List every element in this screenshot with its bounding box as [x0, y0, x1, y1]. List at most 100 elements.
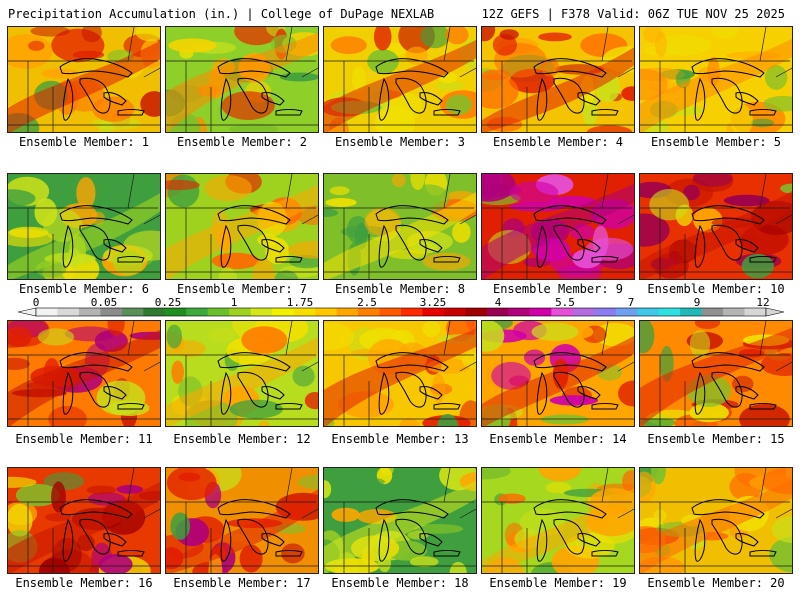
- precip-band: [324, 480, 476, 573]
- precip-contour: [330, 36, 367, 55]
- great-lakes-outline: [691, 352, 777, 415]
- colorbar-swatch: [229, 308, 252, 316]
- precip-contour: [642, 27, 663, 43]
- precip-contour: [48, 405, 87, 426]
- ensemble-panel-8: [323, 173, 477, 280]
- ensemble-panel-2: [165, 26, 319, 133]
- precip-map-11: [8, 321, 160, 426]
- state-borders: [8, 27, 160, 132]
- colorbar-swatch: [744, 308, 767, 316]
- precip-contour: [760, 353, 792, 376]
- state-borders: [324, 321, 476, 426]
- great-lakes-outline: [59, 352, 145, 415]
- precip-contour: [241, 326, 288, 354]
- colorbar-swatch: [615, 308, 638, 316]
- precip-contour: [409, 556, 439, 568]
- precip-contour: [72, 50, 105, 60]
- precip-contour: [218, 267, 237, 279]
- precip-contour: [497, 493, 526, 504]
- colorbar-swatch: [422, 308, 445, 316]
- precip-contour: [446, 94, 472, 115]
- precip-map-5: [640, 27, 792, 132]
- great-lakes-outline: [375, 205, 461, 268]
- precip-contour: [258, 420, 271, 426]
- ensemble-member-label: Ensemble Member: 9: [492, 282, 624, 296]
- precip-map-14: [482, 321, 634, 426]
- precip-contour: [545, 481, 572, 494]
- precip-map-13: [324, 321, 476, 426]
- colorbar-swatch: [658, 308, 681, 316]
- colorbar-tick-label: 3.25: [419, 296, 447, 309]
- precip-contour: [41, 68, 79, 79]
- colorbar-swatch: [36, 308, 58, 316]
- ensemble-member-label: Ensemble Member: 4: [492, 135, 624, 149]
- ensemble-member-label: Ensemble Member: 12: [173, 432, 311, 446]
- precip-contour: [750, 118, 774, 128]
- state-borders: [8, 321, 160, 426]
- precip-contour: [8, 357, 30, 370]
- precip-contour: [208, 327, 236, 343]
- ensemble-panel-18: [323, 467, 477, 574]
- precip-contour: [167, 174, 200, 208]
- colorbar-swatch: [121, 308, 144, 316]
- precip-contour: [410, 174, 425, 190]
- colorbar-swatch: [293, 308, 316, 316]
- precip-contour: [780, 183, 792, 194]
- ensemble-member-label: Ensemble Member: 8: [334, 282, 466, 296]
- great-lakes-outline: [533, 499, 619, 562]
- state-borders: [166, 27, 318, 132]
- precip-contour: [763, 95, 792, 112]
- state-borders: [482, 174, 634, 279]
- precip-band: [166, 184, 318, 279]
- precip-contour: [689, 402, 729, 423]
- precip-contour: [292, 365, 315, 387]
- ensemble-panel-7: [165, 173, 319, 280]
- precip-contour: [204, 175, 252, 202]
- ensemble-panel-10: [639, 173, 793, 280]
- state-borders: [324, 174, 476, 279]
- state-borders: [166, 468, 318, 573]
- precip-contour: [449, 561, 467, 573]
- state-borders: [166, 174, 318, 279]
- precip-contour: [538, 32, 572, 42]
- colorbar-tick-label: 1: [230, 296, 238, 309]
- ensemble-panel-6: [7, 173, 161, 280]
- colorbar-swatch: [78, 308, 101, 316]
- precip-band: [8, 481, 160, 573]
- precip-contour: [76, 177, 96, 209]
- state-borders: [8, 468, 160, 573]
- precip-contour: [549, 395, 599, 406]
- great-lakes-outline: [691, 58, 777, 121]
- precip-band: [640, 479, 792, 573]
- precip-contour: [586, 125, 633, 132]
- colorbar-swatch: [315, 308, 337, 316]
- precip-contour: [45, 512, 72, 522]
- colorbar-swatch: [401, 308, 423, 316]
- colorbar-swatch: [465, 308, 488, 316]
- precip-contour: [281, 543, 305, 564]
- great-lakes-outline: [533, 352, 619, 415]
- precip-contour: [640, 213, 670, 247]
- colorbar-swatch: [250, 308, 273, 316]
- precip-contour: [229, 399, 283, 419]
- precip-contour: [171, 360, 184, 384]
- precip-map-7: [166, 174, 318, 279]
- great-lakes-outline: [375, 352, 461, 415]
- ensemble-panel-3: [323, 26, 477, 133]
- precip-contour: [407, 530, 429, 540]
- precip-contour: [434, 81, 464, 91]
- precip-map-17: [166, 468, 318, 573]
- colorbar-swatch: [572, 308, 595, 316]
- ensemble-member-label: Ensemble Member: 11: [15, 432, 153, 446]
- precip-contour: [331, 507, 360, 522]
- great-lakes-outline: [533, 205, 619, 268]
- precip-band: [166, 336, 318, 426]
- ensemble-panel-19: [481, 467, 635, 574]
- precip-contour: [765, 65, 788, 90]
- great-lakes-outline: [375, 58, 461, 121]
- precip-contour: [531, 322, 579, 341]
- precip-band: [166, 32, 318, 132]
- precip-contour: [324, 322, 355, 351]
- precip-contour: [420, 27, 450, 49]
- precip-contour: [211, 252, 260, 270]
